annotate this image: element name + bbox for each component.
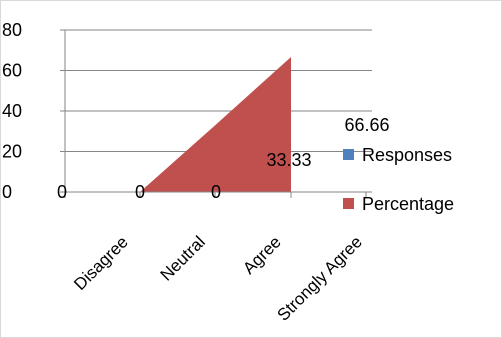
area-series-1: [65, 57, 291, 192]
data-label-percentage: 66.66: [344, 115, 389, 135]
y-tick-label: 80: [2, 20, 22, 40]
plot-area: [65, 57, 291, 192]
y-tick-label: 0: [2, 182, 12, 202]
x-tick-label: Disagree: [70, 232, 132, 294]
y-tick-label: 60: [2, 61, 22, 81]
x-tick-label: Strongly Agree: [274, 232, 366, 324]
x-tick-label: Agree: [239, 232, 285, 278]
y-tick-label: 40: [2, 101, 22, 121]
x-tick-label: Neutral: [157, 232, 209, 284]
data-label-responses: 0: [211, 182, 221, 202]
y-tick-labels: 0 20 40 60 80: [2, 20, 65, 202]
data-label-responses: 0: [57, 182, 67, 202]
data-label-responses: 0: [135, 182, 145, 202]
legend-swatch: [343, 198, 354, 209]
data-labels: 0 0 0 33.33 66.66: [57, 115, 390, 202]
y-tick-label: 20: [2, 142, 22, 162]
legend-label: Responses: [362, 145, 452, 165]
data-label-percentage: 33.33: [266, 150, 311, 170]
legend: Responses Percentage: [343, 145, 454, 214]
legend-swatch: [343, 149, 354, 160]
legend-label: Percentage: [362, 194, 454, 214]
